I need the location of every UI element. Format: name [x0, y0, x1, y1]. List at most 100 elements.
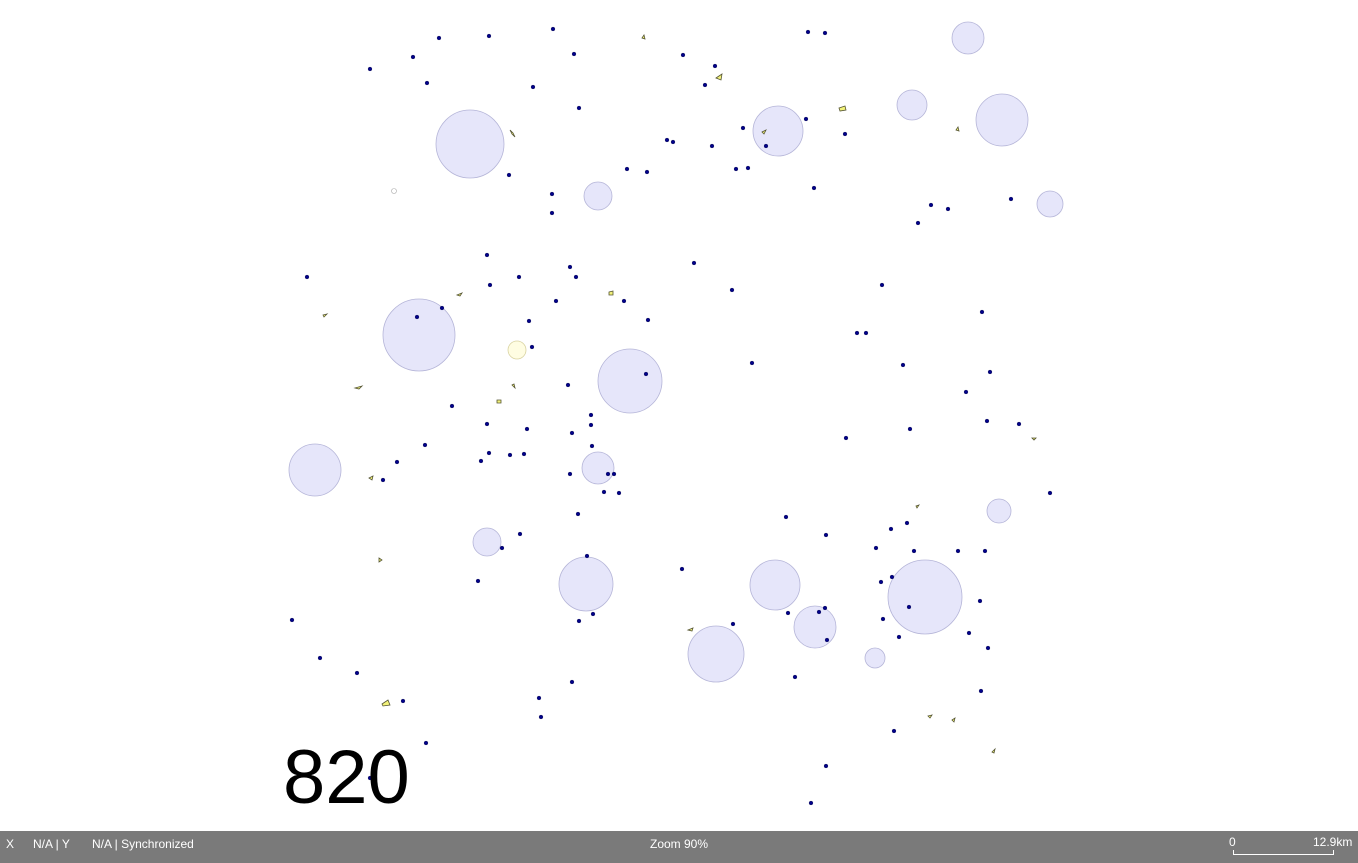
point-marker[interactable]: [822, 605, 828, 611]
point-marker[interactable]: [888, 526, 894, 532]
point-marker[interactable]: [979, 309, 985, 315]
point-marker[interactable]: [805, 29, 811, 35]
point-marker[interactable]: [484, 252, 490, 258]
point-marker[interactable]: [843, 435, 849, 441]
point-marker[interactable]: [984, 418, 990, 424]
point-marker[interactable]: [367, 66, 373, 72]
point-marker[interactable]: [507, 452, 513, 458]
point-marker[interactable]: [904, 520, 910, 526]
point-marker[interactable]: [573, 274, 579, 280]
point-marker[interactable]: [842, 131, 848, 137]
point-marker[interactable]: [605, 471, 611, 477]
point-marker[interactable]: [576, 618, 582, 624]
point-marker[interactable]: [588, 422, 594, 428]
point-marker[interactable]: [576, 105, 582, 111]
point-marker[interactable]: [487, 282, 493, 288]
point-marker[interactable]: [808, 800, 814, 806]
point-marker[interactable]: [506, 172, 512, 178]
point-marker[interactable]: [987, 369, 993, 375]
point-marker[interactable]: [702, 82, 708, 88]
point-marker[interactable]: [611, 471, 617, 477]
point-marker[interactable]: [422, 442, 428, 448]
point-marker[interactable]: [530, 84, 536, 90]
point-marker[interactable]: [907, 426, 913, 432]
point-marker[interactable]: [423, 740, 429, 746]
point-marker[interactable]: [486, 33, 492, 39]
point-marker[interactable]: [792, 674, 798, 680]
point-marker[interactable]: [982, 548, 988, 554]
point-marker[interactable]: [878, 579, 884, 585]
point-marker[interactable]: [499, 545, 505, 551]
point-marker[interactable]: [569, 430, 575, 436]
point-marker[interactable]: [567, 264, 573, 270]
point-marker[interactable]: [679, 566, 685, 572]
point-marker[interactable]: [783, 514, 789, 520]
point-marker[interactable]: [785, 610, 791, 616]
point-marker[interactable]: [643, 371, 649, 377]
point-marker[interactable]: [680, 52, 686, 58]
point-marker[interactable]: [524, 426, 530, 432]
point-marker[interactable]: [589, 443, 595, 449]
point-marker[interactable]: [616, 490, 622, 496]
point-marker[interactable]: [571, 51, 577, 57]
point-marker[interactable]: [729, 287, 735, 293]
point-marker[interactable]: [367, 775, 373, 781]
point-marker[interactable]: [289, 617, 295, 623]
point-marker[interactable]: [436, 35, 442, 41]
point-marker[interactable]: [529, 344, 535, 350]
point-marker[interactable]: [749, 360, 755, 366]
point-marker[interactable]: [730, 621, 736, 627]
point-marker[interactable]: [394, 459, 400, 465]
point-marker[interactable]: [978, 688, 984, 694]
point-marker[interactable]: [439, 305, 445, 311]
point-marker[interactable]: [621, 298, 627, 304]
point-marker[interactable]: [1047, 490, 1053, 496]
point-marker[interactable]: [963, 389, 969, 395]
point-marker[interactable]: [553, 298, 559, 304]
point-marker[interactable]: [985, 645, 991, 651]
point-marker[interactable]: [822, 30, 828, 36]
point-marker[interactable]: [915, 220, 921, 226]
point-marker[interactable]: [400, 698, 406, 704]
point-marker[interactable]: [624, 166, 630, 172]
point-marker[interactable]: [484, 421, 490, 427]
point-marker[interactable]: [380, 477, 386, 483]
point-marker[interactable]: [906, 604, 912, 610]
point-marker[interactable]: [567, 471, 573, 477]
point-marker[interactable]: [664, 137, 670, 143]
point-marker[interactable]: [538, 714, 544, 720]
point-marker[interactable]: [896, 634, 902, 640]
point-marker[interactable]: [521, 451, 527, 457]
point-marker[interactable]: [733, 166, 739, 172]
point-marker[interactable]: [584, 553, 590, 559]
point-marker[interactable]: [900, 362, 906, 368]
point-marker[interactable]: [823, 763, 829, 769]
point-marker[interactable]: [601, 489, 607, 495]
point-marker[interactable]: [803, 116, 809, 122]
point-marker[interactable]: [745, 165, 751, 171]
point-marker[interactable]: [536, 695, 542, 701]
point-marker[interactable]: [880, 616, 886, 622]
point-marker[interactable]: [517, 531, 523, 537]
point-marker[interactable]: [709, 143, 715, 149]
point-marker[interactable]: [449, 403, 455, 409]
point-marker[interactable]: [644, 169, 650, 175]
point-marker[interactable]: [565, 382, 571, 388]
point-marker[interactable]: [354, 670, 360, 676]
point-marker[interactable]: [478, 458, 484, 464]
point-marker[interactable]: [414, 314, 420, 320]
point-marker[interactable]: [317, 655, 323, 661]
point-marker[interactable]: [911, 548, 917, 554]
point-marker[interactable]: [424, 80, 430, 86]
point-marker[interactable]: [823, 532, 829, 538]
point-marker[interactable]: [891, 728, 897, 734]
point-marker[interactable]: [955, 548, 961, 554]
point-marker[interactable]: [691, 260, 697, 266]
point-marker[interactable]: [550, 26, 556, 32]
point-marker[interactable]: [549, 210, 555, 216]
point-marker[interactable]: [588, 412, 594, 418]
point-marker[interactable]: [304, 274, 310, 280]
point-marker[interactable]: [740, 125, 746, 131]
point-marker[interactable]: [977, 598, 983, 604]
point-marker[interactable]: [966, 630, 972, 636]
